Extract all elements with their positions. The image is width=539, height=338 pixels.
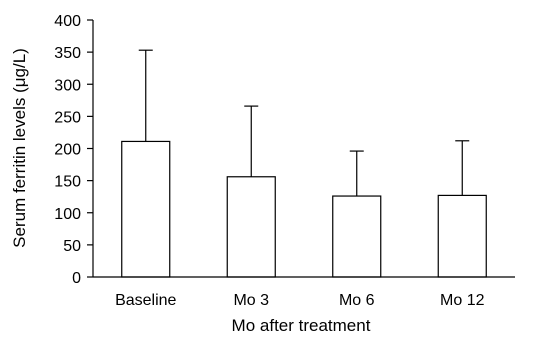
x-tick-label: Mo 3	[233, 292, 269, 309]
y-tick-label: 250	[54, 109, 81, 126]
y-tick-label: 50	[63, 238, 81, 255]
y-tick-label: 300	[54, 77, 81, 94]
y-axis-title: Serum ferritin levels (μg/L)	[10, 48, 29, 248]
x-tick-label: Baseline	[115, 292, 176, 309]
x-tick-label: Mo 12	[440, 292, 485, 309]
x-axis-title: Mo after treatment	[232, 316, 371, 335]
x-tick-label: Mo 6	[339, 292, 375, 309]
bar	[437, 194, 487, 278]
y-tick-label: 200	[54, 142, 81, 159]
y-tick-label: 0	[72, 270, 81, 287]
y-ticks-group: 0 50 100 150 200 250 300 350 400	[54, 13, 93, 287]
bar	[121, 140, 171, 278]
y-tick-label: 350	[54, 45, 81, 62]
bars-group	[121, 140, 487, 278]
error-bars-group	[138, 49, 470, 197]
y-tick-label: 150	[54, 174, 81, 191]
bar	[226, 176, 276, 278]
y-tick-label: 100	[54, 206, 81, 223]
y-tick-label: 400	[54, 13, 81, 30]
bar	[332, 195, 382, 278]
x-tick-labels-group: Baseline Mo 3 Mo 6 Mo 12	[115, 292, 485, 309]
